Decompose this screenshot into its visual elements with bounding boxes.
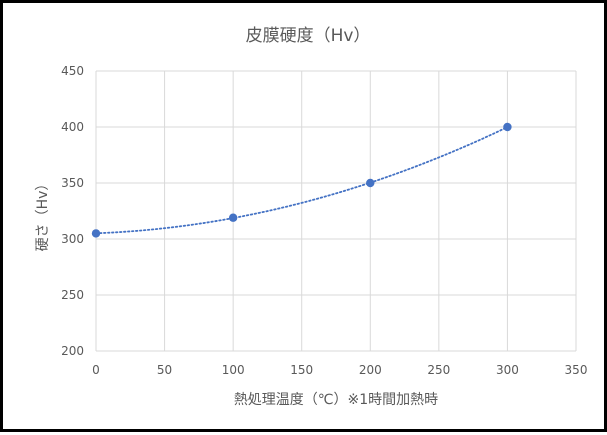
x-tick-label: 50 bbox=[157, 363, 172, 377]
x-tick-label: 250 bbox=[427, 363, 450, 377]
y-tick-label: 250 bbox=[61, 288, 84, 302]
data-point bbox=[228, 213, 238, 222]
data-point bbox=[503, 122, 512, 132]
y-tick-label: 200 bbox=[61, 344, 84, 358]
y-tick-label: 350 bbox=[61, 176, 84, 190]
x-tick-label: 300 bbox=[496, 363, 519, 377]
x-tick-label: 150 bbox=[290, 363, 313, 377]
grid bbox=[95, 70, 577, 352]
x-tick-label: 0 bbox=[92, 363, 100, 377]
y-axis-title: 硬さ（Hv） bbox=[35, 177, 51, 252]
tick-labels: 200 250 300 350 400 450 0 50 100 150 200 250 300 350 bbox=[61, 64, 587, 377]
trendline bbox=[95, 126, 509, 235]
x-tick-label: 350 bbox=[565, 363, 588, 377]
y-tick-label: 300 bbox=[61, 232, 84, 246]
series bbox=[91, 122, 512, 238]
y-tick-label: 450 bbox=[61, 64, 84, 78]
x-axis-title: 熱処理温度（℃）※1時間加熱時 bbox=[234, 392, 438, 408]
y-tick-label: 400 bbox=[61, 120, 84, 134]
chart-title: 皮膜硬度（Hv） bbox=[246, 26, 371, 46]
data-point bbox=[91, 229, 101, 238]
data-point bbox=[366, 178, 375, 188]
x-tick-label: 200 bbox=[359, 363, 382, 377]
x-tick-label: 100 bbox=[222, 363, 245, 377]
